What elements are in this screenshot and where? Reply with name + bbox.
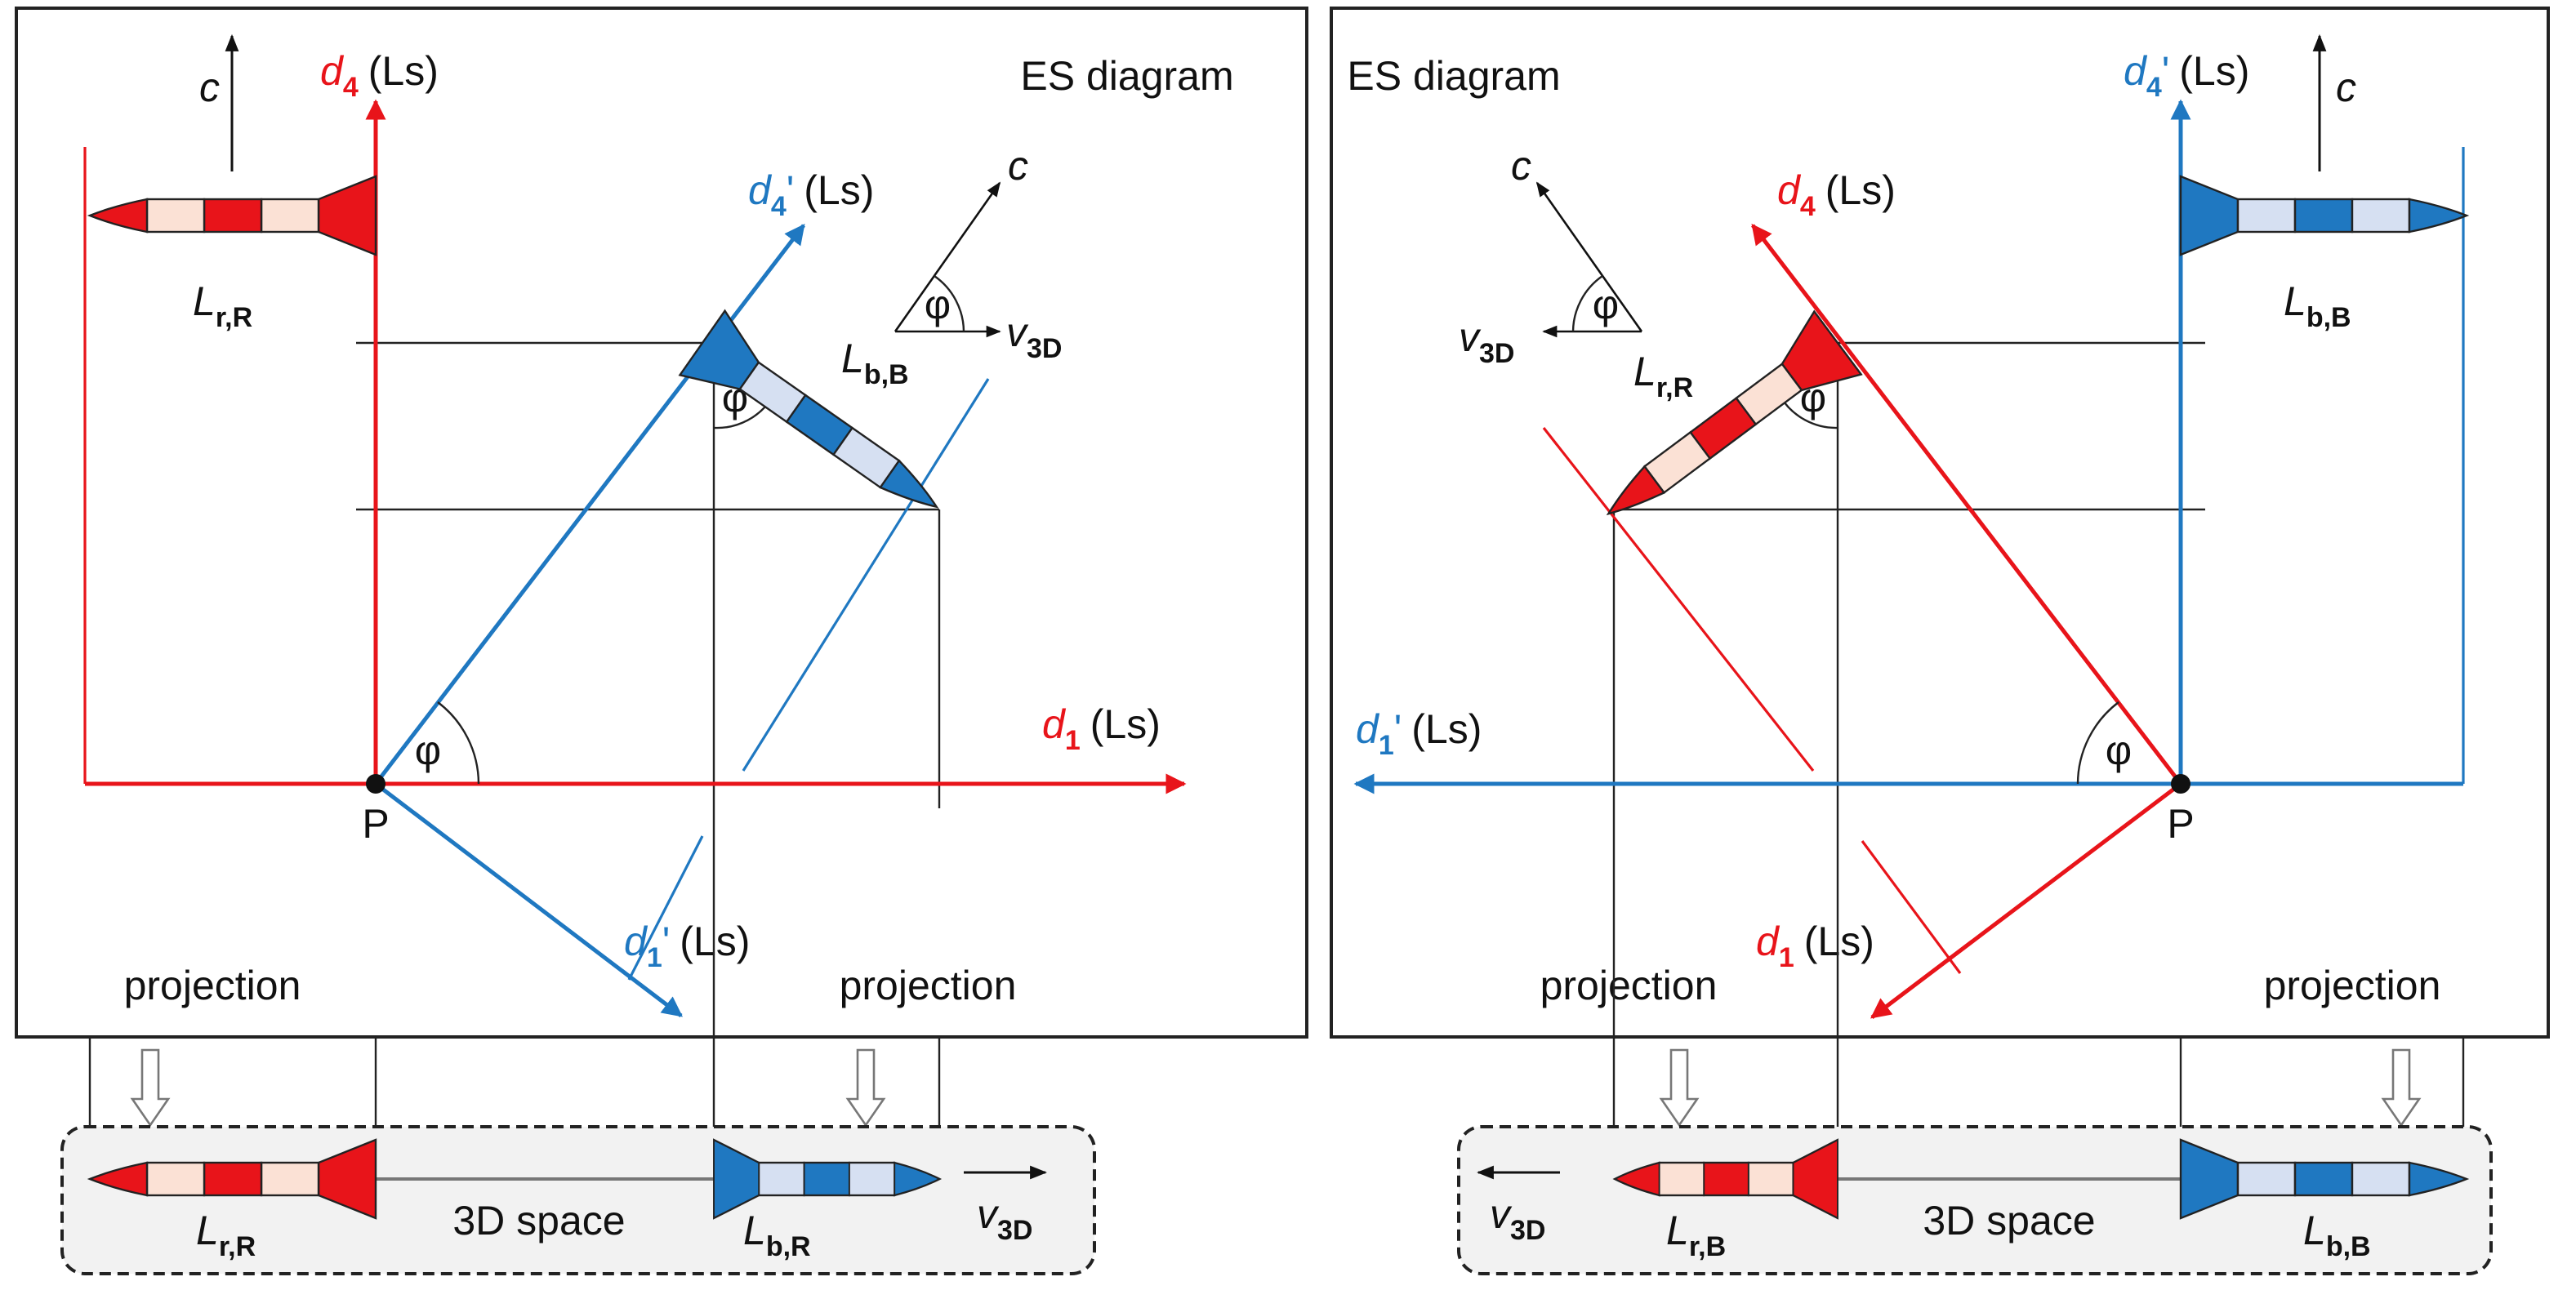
right-title: ES diagram (1347, 53, 1560, 99)
projection-arrow-icon (846, 1048, 885, 1127)
right-point-p (2171, 774, 2190, 794)
right-d4-axis (1751, 224, 2182, 785)
projection-arrow-icon (2382, 1048, 2421, 1127)
left-blue-worldline (742, 378, 990, 772)
left-c-label: c (199, 65, 220, 110)
svg-text:Lr,B: Lr,B (1666, 1208, 1726, 1262)
right-red-worldline (1542, 427, 1815, 772)
right-velocity-triangle: φ c v3D (1459, 143, 1643, 369)
svg-text:v3D: v3D (1490, 1191, 1545, 1246)
left-d4p-label: d4' (Ls) (748, 167, 874, 222)
right-d1-label: d1 (Ls) (1756, 919, 1874, 973)
svg-text:v3D: v3D (1459, 314, 1514, 369)
right-d4-label: d4 (Ls) (1777, 167, 1896, 222)
right-3d-space-label: 3D space (1923, 1198, 2095, 1243)
left-rocket-diag-label: Lb,B (841, 336, 909, 390)
right-rocket-top-label: Lb,B (2284, 278, 2351, 333)
svg-text:Lb,R: Lb,R (743, 1208, 811, 1262)
left-angle-p: φ (415, 727, 441, 773)
right-projection-label-2: projection (2264, 963, 2441, 1008)
svg-text:c: c (1008, 143, 1028, 189)
left-d1-label: d1 (Ls) (1042, 701, 1161, 756)
svg-text:v3D: v3D (977, 1191, 1032, 1246)
left-title: ES diagram (1020, 53, 1233, 99)
left-point-label: P (362, 801, 389, 847)
right-rocket-diag-label: Lr,R (1633, 349, 1693, 403)
right-projection-label-1: projection (1540, 963, 1718, 1008)
left-velocity-triangle: φ c v3D (894, 143, 1062, 364)
right-c-label: c (2336, 65, 2356, 110)
svg-text:φ: φ (925, 282, 951, 327)
left-d4-label: d4 (Ls) (320, 48, 439, 103)
right-panel: ES diagram P d4' (Ls) d1' (Ls) d4 (Ls) d1 (L… (1330, 7, 2550, 1275)
left-d1p-axis (374, 782, 683, 1017)
svg-text:v3D: v3D (1006, 309, 1062, 364)
right-point-label: P (2167, 801, 2194, 847)
svg-text:φ: φ (1593, 282, 1619, 327)
left-es-frame (15, 7, 1308, 1039)
left-d1p-label: d1' (Ls) (624, 919, 750, 973)
left-point-p (366, 774, 386, 794)
right-es-frame (1330, 7, 2550, 1039)
right-d1p-label: d1' (Ls) (1356, 706, 1482, 761)
svg-text:Lr,R: Lr,R (196, 1208, 256, 1262)
projection-arrow-icon (131, 1048, 170, 1127)
left-panel: ES diagram P d4 (Ls) d1 (Ls) d4' (Ls) d1' (L… (15, 7, 1308, 1275)
right-angle-p: φ (2106, 727, 2132, 773)
right-d4p-label: d4' (Ls) (2124, 48, 2249, 103)
left-d4p-axis (374, 224, 805, 785)
projection-arrow-icon (1660, 1048, 1699, 1127)
left-rocket-top-label: Lr,R (193, 278, 252, 333)
right-d1-axis (1870, 782, 2182, 1019)
left-3d-space-label: 3D space (452, 1198, 625, 1243)
svg-text:c: c (1511, 143, 1531, 189)
left-projection-label-2: projection (840, 963, 1017, 1008)
svg-text:Lb,B: Lb,B (2303, 1208, 2371, 1262)
left-projection-label-1: projection (124, 963, 301, 1008)
